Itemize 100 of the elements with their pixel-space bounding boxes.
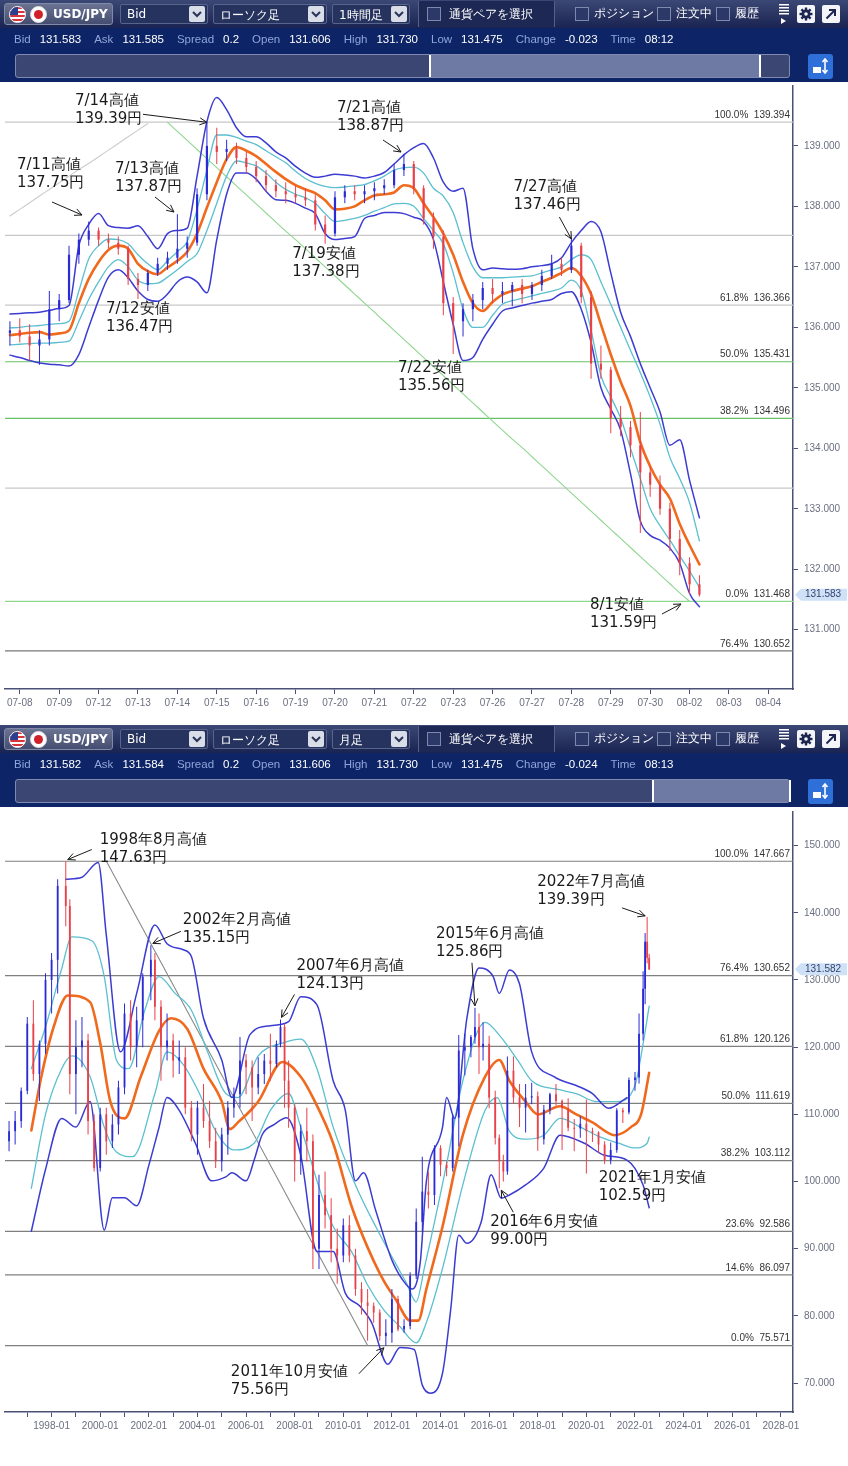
- x-tick-label: 2018-01: [519, 1419, 557, 1431]
- candlestick: [366, 1289, 369, 1341]
- ref-line-label: 38.2% 134.496: [719, 405, 791, 417]
- text: 131.582: [805, 963, 842, 975]
- dropdown: ローソク足: [213, 729, 327, 749]
- x-tick-label: 2012-01: [373, 1419, 411, 1431]
- y-tick-label: 80.000: [804, 1309, 836, 1321]
- annotation: 7/19安値 137.38円: [292, 244, 360, 281]
- x-tick-label: 07-09: [46, 696, 73, 708]
- ref-line-label: 61.8% 136.366: [719, 291, 791, 303]
- candlestick: [474, 1007, 476, 1044]
- ref-line-label: 23.6% 92.586: [725, 1218, 791, 1230]
- ref-line-label: 0.0% 75.571: [731, 1332, 791, 1344]
- x-tick-label: 2028-01: [762, 1419, 800, 1431]
- x-tick-label: 07-08: [6, 696, 33, 708]
- dropdown: 1時間足: [332, 4, 410, 24]
- y-tick-label: 110.000: [804, 1108, 840, 1120]
- chart-title: USD/JPY: [53, 7, 108, 21]
- candlestick: [245, 1053, 247, 1095]
- x-tick-label: 07-27: [519, 696, 546, 708]
- candlestick: [628, 1077, 630, 1115]
- text: ポジション: [594, 5, 654, 22]
- x-tick-label: 2004-01: [179, 1419, 217, 1431]
- y-tick-label: 135.000: [804, 381, 841, 393]
- y-tick-label: 140.000: [804, 906, 841, 918]
- candlestick: [482, 1022, 484, 1061]
- x-tick-label: 2008-01: [276, 1419, 314, 1431]
- ref-line-label: 100.0% 147.667: [714, 848, 791, 860]
- y-tick-label: 120.000: [804, 1040, 841, 1052]
- annotation: 2022年7月高値 139.39円: [537, 872, 645, 909]
- x-tick-label: 1998-01: [33, 1419, 71, 1431]
- annotation: 2016年6月安値 99.00円: [490, 1211, 598, 1248]
- text: 131.583: [805, 588, 842, 600]
- x-tick-label: 08-03: [716, 696, 743, 708]
- button: USD/JPY: [4, 3, 113, 25]
- x-tick-label: 07-12: [85, 696, 112, 708]
- x-tick-label: 07-30: [637, 696, 664, 708]
- x-tick-label: 07-22: [400, 696, 427, 708]
- dropdown: ローソク足: [213, 4, 327, 24]
- candlestick: [318, 1174, 320, 1269]
- y-tick-label: 138.000: [804, 200, 841, 212]
- text: 通貨ペアを選択: [449, 731, 533, 748]
- x-tick-label: 2026-01: [713, 1419, 752, 1431]
- ref-line-label: 38.2% 103.112: [720, 1147, 791, 1159]
- y-tick-label: 133.000: [804, 502, 841, 514]
- text: ポジション: [594, 730, 654, 747]
- candlestick: [561, 1099, 563, 1150]
- y-tick-label: 131.000: [804, 623, 841, 635]
- x-tick-label: 07-16: [243, 696, 270, 708]
- x-tick-label: 2002-01: [130, 1419, 168, 1431]
- x-tick-label: 07-29: [597, 696, 624, 708]
- text: 履歴: [735, 5, 759, 22]
- candlestick: [470, 1035, 472, 1058]
- x-tick-label: 07-19: [282, 696, 309, 708]
- candlestick: [403, 1319, 405, 1333]
- candlestick: [166, 1013, 168, 1061]
- candlestick: [269, 1033, 272, 1081]
- candlestick: [634, 1072, 636, 1091]
- y-tick-label: 90.000: [804, 1242, 836, 1254]
- y-tick-label: 100.000: [804, 1175, 841, 1187]
- y-tick-label: 136.000: [804, 321, 841, 333]
- ref-line-label: 0.0% 131.468: [725, 588, 791, 600]
- candlestick: [324, 1171, 326, 1229]
- x-tick-label: 07-15: [203, 696, 230, 708]
- x-tick-label: 2010-01: [324, 1419, 363, 1431]
- candlestick: [384, 1319, 387, 1346]
- text: Bid 131.583 Ask 131.585 Spread 0.2 Open 131.606 High 131.730 Low 131.475 Change -0.023 Time 08:12: [14, 33, 674, 45]
- annotation: 7/13高値 137.87円: [115, 159, 183, 196]
- candlestick: [391, 1289, 393, 1343]
- dropdown: Bid: [120, 729, 208, 749]
- dropdown: Bid: [120, 4, 208, 24]
- annotation: 7/22安値 135.56円: [398, 358, 466, 395]
- text: 注文中: [676, 5, 712, 22]
- ref-line-label: 50.0% 111.619: [721, 1090, 791, 1102]
- y-tick-label: 70.000: [804, 1376, 836, 1388]
- y-tick-label: 130.000: [804, 973, 841, 985]
- candlestick: [397, 1295, 399, 1332]
- line-series: [30, 1096, 650, 1394]
- x-tick-label: 08-04: [755, 696, 782, 708]
- annotation: 7/21高値 138.87円: [337, 98, 405, 135]
- annotation: 2002年2月高値 135.15円: [182, 909, 291, 946]
- candlestick: [549, 1092, 551, 1115]
- x-tick-label: 07-26: [479, 696, 506, 708]
- ref-line-label: 14.6% 86.097: [725, 1261, 791, 1273]
- candlestick: [555, 1084, 557, 1106]
- candlestick: [638, 1013, 640, 1084]
- y-tick-label: 134.000: [804, 442, 841, 454]
- annotation: 2007年6月高値 124.13円: [296, 955, 405, 992]
- candlestick: [478, 1013, 480, 1075]
- candlestick: [232, 1087, 235, 1118]
- x-tick-label: 2006-01: [227, 1419, 265, 1431]
- x-tick-label: 2024-01: [665, 1419, 703, 1431]
- x-tick-label: 2000-01: [81, 1419, 119, 1431]
- candlestick: [312, 1134, 314, 1269]
- dropdown: 月足: [332, 729, 410, 749]
- annotation: 8/1安値 131.59円: [590, 595, 658, 632]
- x-tick-label: 2014-01: [422, 1419, 460, 1431]
- ref-line-label: 100.0% 139.394: [714, 108, 791, 120]
- x-tick-label: 07-23: [440, 696, 467, 708]
- text: 注文中: [676, 730, 712, 747]
